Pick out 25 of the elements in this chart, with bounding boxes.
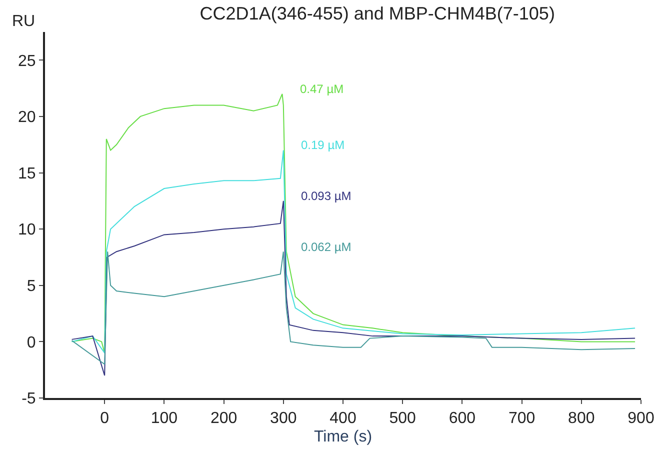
- x-tick-label: 0: [100, 410, 110, 428]
- y-tick-label: 15: [18, 165, 36, 182]
- x-tick-label: 300: [270, 410, 297, 428]
- y-axis-title: RU: [12, 13, 36, 30]
- series-label: 0.47 µM: [300, 82, 344, 96]
- y-tick-label: 20: [18, 109, 36, 126]
- y-tick-label: 10: [18, 222, 36, 239]
- x-tick-label: 900: [628, 410, 654, 428]
- x-tick-label: 100: [150, 410, 178, 428]
- x-tick-label: 600: [448, 410, 476, 428]
- x-tick-label: 500: [389, 410, 416, 428]
- chart-title: CC2D1A(346-455) and MBP-CHM4B(7-105): [200, 3, 555, 24]
- series-label: 0.19 µM: [301, 138, 345, 152]
- y-tick-label: -5: [22, 390, 36, 408]
- x-axis-title: Time (s): [314, 428, 372, 446]
- y-tick-label: 5: [26, 278, 36, 295]
- y-tick-label: 0: [26, 334, 36, 352]
- y-tick-label: 25: [18, 52, 36, 70]
- series-label: 0.093 µM: [301, 189, 352, 203]
- x-tick-label: 400: [330, 410, 356, 428]
- series-label: 0.062 µM: [301, 240, 352, 254]
- line-series: [71, 150, 636, 354]
- x-tick-label: 800: [568, 410, 595, 428]
- x-tick-label: 200: [210, 410, 238, 428]
- x-tick-label: 700: [508, 410, 536, 428]
